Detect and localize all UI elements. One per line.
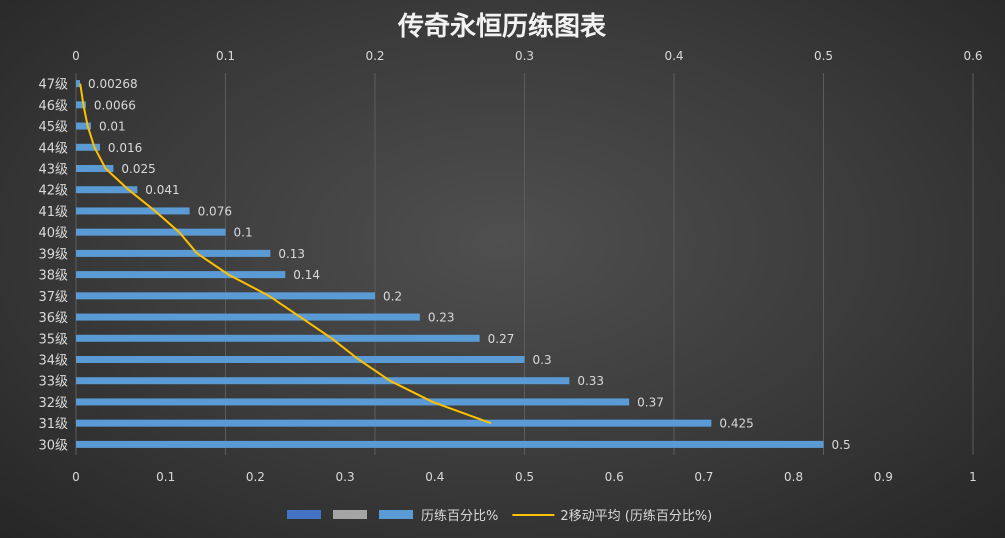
category-label: 43级: [38, 163, 68, 178]
data-label: 0.33: [577, 374, 604, 388]
category-label: 31级: [38, 417, 68, 432]
bottom-tick-label: 0.2: [246, 470, 265, 484]
bottom-tick-label: 0: [72, 470, 80, 484]
data-label: 0.016: [108, 141, 142, 155]
legend-label: 2移动平均 (历练百分比%): [560, 509, 712, 524]
moving-average-line: [79, 83, 492, 425]
data-label: 0.076: [198, 204, 232, 218]
category-label: 32级: [38, 396, 68, 411]
top-tick-label: 0.4: [664, 49, 683, 63]
top-tick-label: 0: [72, 49, 80, 63]
top-axis: 0 0.1 0.2 0.3 0.4 0.5 0.6: [72, 49, 982, 63]
bar: [76, 377, 570, 385]
data-label: 0.23: [428, 311, 455, 325]
grid: [75, 73, 974, 455]
category-label: 39级: [38, 247, 68, 262]
category-label: 44级: [38, 141, 68, 156]
data-label: 0.041: [145, 183, 179, 197]
category-label: 36级: [38, 311, 68, 326]
top-tick-label: 0.1: [216, 49, 235, 63]
bar: [76, 186, 138, 194]
bar: [76, 80, 81, 88]
bottom-tick-label: 0.1: [156, 470, 175, 484]
bottom-tick-label: 0.8: [784, 470, 803, 484]
data-label: 0.27: [488, 332, 515, 346]
data-label: 0.025: [121, 162, 155, 176]
bar: [76, 356, 525, 363]
bar: [76, 122, 91, 130]
data-label: 0.1: [234, 226, 253, 240]
category-label: 42级: [38, 184, 68, 199]
bar: [76, 334, 480, 342]
bar: [76, 398, 630, 406]
bottom-tick-label: 0.4: [425, 470, 444, 484]
bar: [76, 440, 824, 448]
top-tick-label: 0.6: [963, 49, 982, 63]
bar: [76, 207, 190, 215]
category-label: 35级: [38, 332, 68, 347]
legend-swatch: [287, 510, 321, 519]
bottom-tick-label: 0.9: [874, 470, 893, 484]
top-tick-label: 0.3: [515, 49, 534, 63]
bar: [76, 143, 100, 151]
bottom-axis: 0 0.1 0.2 0.3 0.4 0.5 0.6 0.7 0.8 0.9 1: [72, 470, 977, 484]
data-label: 0.01: [99, 120, 126, 134]
data-label: 0.14: [293, 268, 320, 282]
category-label: 33级: [38, 375, 68, 390]
bottom-tick-label: 0.7: [694, 470, 713, 484]
bars: [76, 80, 824, 448]
category-label: 38级: [38, 269, 68, 284]
bar: [76, 101, 86, 109]
data-label: 0.2: [383, 289, 402, 303]
chart-title: 传奇永恒历练图表: [397, 11, 607, 42]
category-labels: 30级 31级 32级 33级 34级 35级 36级 37级 38级 39级 40级 41级 42级 4…: [38, 78, 68, 454]
category-label: 34级: [38, 354, 68, 369]
data-label: 0.5: [832, 438, 851, 452]
category-label: 45级: [38, 120, 68, 135]
bar: [76, 292, 375, 300]
bottom-tick-label: 0.6: [605, 470, 624, 484]
bar: [76, 228, 226, 236]
category-label: 30级: [38, 438, 68, 453]
category-label: 46级: [38, 99, 68, 114]
bar: [76, 165, 114, 172]
bar: [76, 313, 420, 321]
data-label: 0.13: [278, 247, 305, 261]
legend: 历练百分比% 2移动平均 (历练百分比%): [287, 509, 712, 524]
top-tick-label: 0.2: [365, 49, 384, 63]
bottom-tick-label: 0.3: [336, 470, 355, 484]
bar: [76, 271, 286, 279]
category-label: 47级: [38, 78, 68, 93]
category-label: 41级: [38, 205, 68, 220]
data-labels: 0.5 0.425 0.37 0.33 0.3 0.27 0.23 0.2 0.14 0.13 0.…: [88, 77, 851, 452]
data-label: 0.37: [637, 395, 664, 409]
bottom-tick-label: 0.5: [515, 470, 534, 484]
legend-label: 历练百分比%: [421, 509, 498, 524]
data-label: 0.425: [719, 417, 753, 431]
legend-swatch: [379, 510, 413, 519]
data-label: 0.3: [533, 353, 552, 367]
legend-swatch: [333, 510, 367, 519]
bar: [76, 419, 712, 427]
category-label: 37级: [38, 290, 68, 305]
top-tick-label: 0.5: [814, 49, 833, 63]
bottom-tick-label: 1: [969, 470, 977, 484]
category-label: 40级: [38, 226, 68, 241]
data-label: 0.0066: [94, 98, 136, 112]
bar: [76, 249, 271, 257]
data-label: 0.00268: [88, 77, 138, 91]
